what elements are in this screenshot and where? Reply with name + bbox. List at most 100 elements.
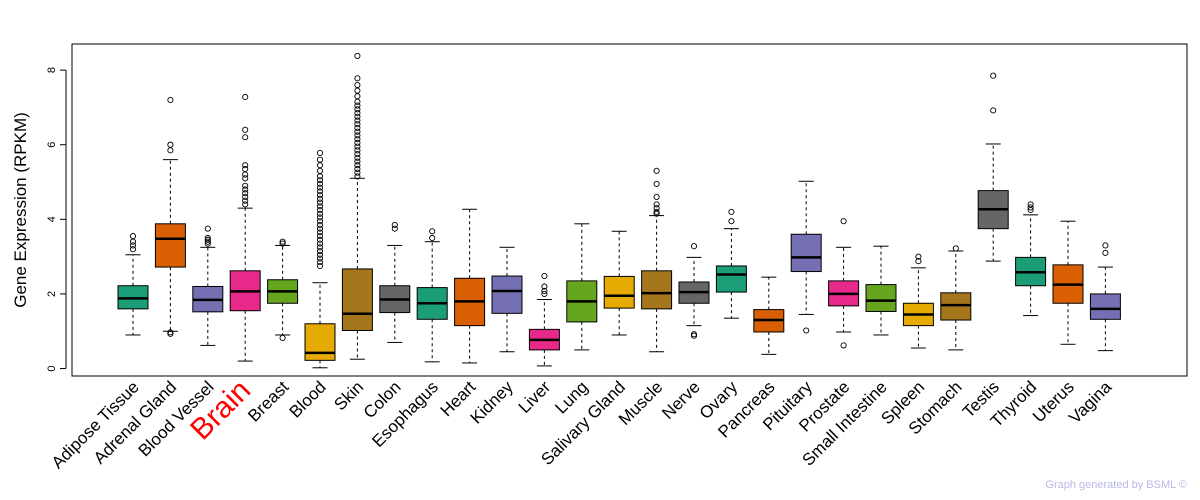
credit-text: Graph generated by BSML © — [1045, 479, 1187, 491]
outlier-point — [167, 141, 174, 148]
y-axis: 0 2 4 6 8 — [46, 67, 67, 372]
box-breast — [267, 238, 299, 342]
outlier-point — [167, 329, 174, 336]
iqr-box — [641, 270, 673, 310]
outlier-point — [690, 243, 698, 250]
outlier-point — [354, 158, 361, 165]
box-uterus — [1052, 220, 1084, 345]
outlier-point — [316, 180, 324, 187]
outlier-point — [279, 334, 286, 342]
outlier-point — [316, 247, 324, 255]
outlier-point — [242, 190, 249, 197]
outlier-point — [316, 240, 324, 247]
outlier-point — [354, 150, 361, 158]
outlier-point — [316, 199, 324, 206]
outlier-point — [541, 283, 548, 290]
outlier-point — [354, 143, 361, 150]
box-spleen — [902, 253, 934, 349]
outlier-point — [354, 102, 361, 109]
outlier-point — [242, 162, 249, 169]
outlier-point — [653, 193, 660, 200]
outlier-point — [354, 154, 361, 161]
box-blood-vessel — [192, 225, 224, 346]
outlier-point — [354, 81, 361, 89]
box-esophagus — [416, 228, 448, 363]
outlier-point — [316, 203, 324, 210]
outlier-point — [354, 128, 361, 135]
outlier-point — [728, 208, 735, 215]
outlier-point — [653, 208, 660, 215]
outlier-point — [653, 180, 660, 187]
outlier-point — [990, 107, 997, 114]
box-salivary-gland — [603, 230, 635, 336]
outlier-point — [354, 124, 361, 131]
outlier-point — [316, 188, 324, 195]
outlier-point — [129, 246, 137, 253]
outlier-point — [129, 233, 137, 240]
outlier-point — [354, 162, 361, 169]
outlier-point — [316, 233, 324, 240]
outlier-point — [316, 214, 324, 221]
outlier-point — [1102, 242, 1109, 249]
outlier-point — [354, 75, 361, 82]
box-brain — [229, 93, 261, 362]
outlier-point — [952, 245, 959, 252]
outlier-point — [354, 106, 361, 113]
y-tick-label: 8 — [46, 67, 58, 73]
outlier-point — [354, 165, 361, 173]
box-kidney — [491, 246, 523, 353]
outlier-point — [316, 262, 324, 270]
outlier-point — [167, 96, 174, 104]
iqr-box — [341, 268, 373, 331]
outlier-point — [279, 240, 286, 247]
outlier-point — [354, 121, 361, 128]
outlier-point — [242, 193, 249, 200]
box-adrenal-gland — [154, 96, 186, 337]
iqr-box — [603, 275, 635, 309]
iqr-box — [1089, 293, 1121, 320]
outlier-point — [242, 134, 249, 141]
outlier-point — [840, 218, 847, 225]
outlier-point — [541, 287, 548, 294]
outlier-point — [316, 236, 324, 243]
outlier-point — [204, 238, 211, 245]
outlier-point — [429, 234, 436, 242]
outlier-point — [1102, 249, 1109, 256]
y-axis-title: Gene Expression (RPKM) — [11, 112, 30, 308]
outlier-point — [279, 238, 286, 245]
box-pituitary — [790, 180, 822, 334]
outlier-point — [242, 175, 249, 182]
box-testis — [977, 72, 1009, 262]
outlier-point — [653, 167, 660, 174]
outlier-point — [316, 210, 324, 217]
box-prostate — [828, 218, 860, 349]
outlier-point — [803, 327, 810, 334]
outlier-point — [316, 184, 324, 191]
outlier-point — [316, 221, 324, 228]
outlier-point — [316, 251, 324, 258]
outlier-point — [1027, 201, 1034, 208]
iqr-box — [491, 275, 523, 314]
iqr-box — [154, 223, 186, 268]
box-skin — [341, 52, 373, 360]
outlier-point — [429, 228, 436, 235]
outlier-point — [728, 218, 735, 225]
outlier-point — [990, 72, 997, 79]
outlier-point — [354, 139, 361, 146]
box-nerve — [678, 243, 710, 339]
outlier-point — [316, 225, 324, 232]
outlier-point — [391, 225, 398, 232]
box-lung — [566, 223, 598, 351]
plot-frame — [71, 43, 1188, 377]
outlier-point — [316, 229, 324, 236]
outlier-point — [354, 132, 361, 139]
box-colon — [379, 221, 411, 343]
box-heart — [454, 208, 486, 364]
outlier-point — [316, 218, 324, 225]
outlier-point — [653, 201, 660, 208]
outlier-point — [316, 255, 324, 262]
box-adipose-tissue — [117, 233, 149, 336]
box-muscle — [641, 167, 673, 353]
